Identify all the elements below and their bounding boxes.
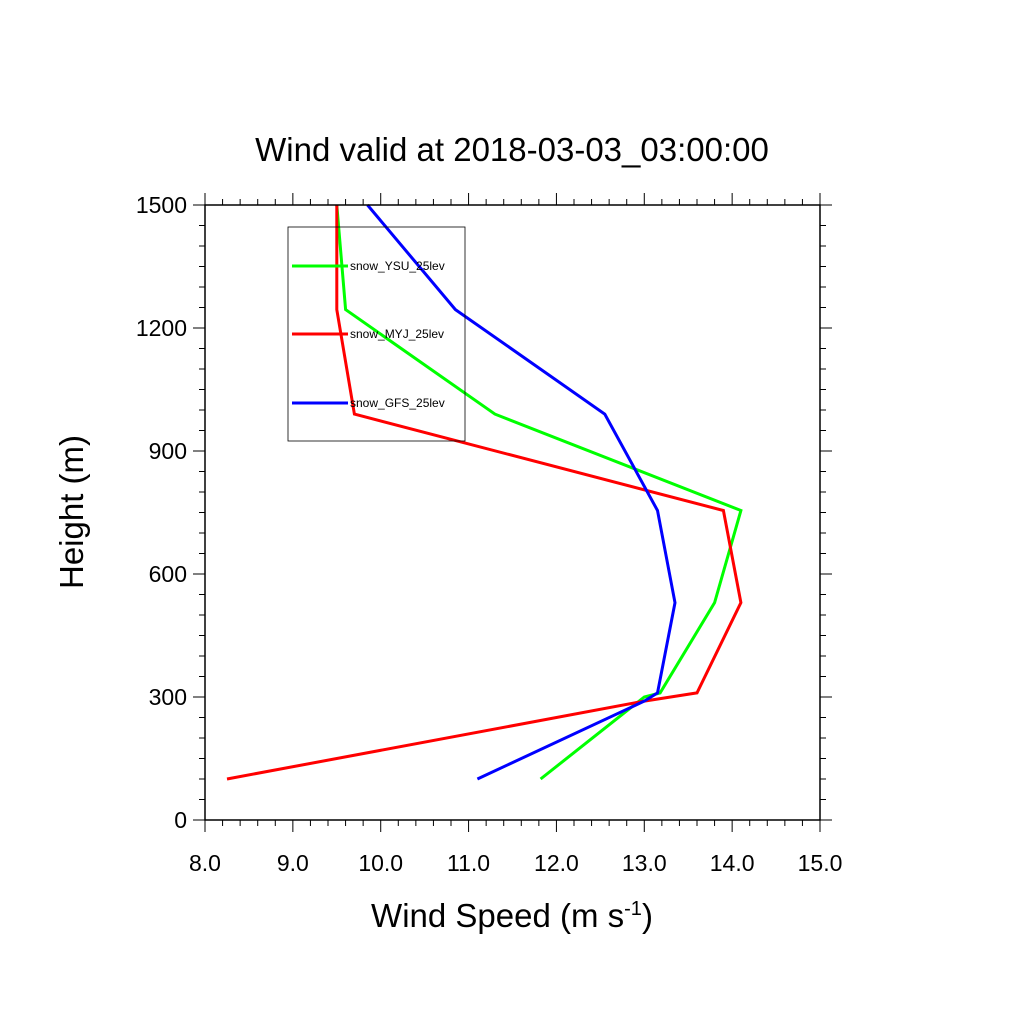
x-tick-label: 10.0 [358, 850, 403, 876]
series-line-snow_MYJ_25lev [226, 205, 743, 781]
legend-label: snow_YSU_25lev [350, 259, 445, 273]
x-axis-label-main: Wind Speed (m s [371, 897, 624, 934]
y-tick-labels: 0 300 600 900 1200 1500 [136, 192, 187, 833]
plot-frame [204, 204, 821, 821]
legend-label: snow_MYJ_25lev [350, 327, 444, 341]
x-tick-labels: 8.0 9.0 10.0 11.0 12.0 13.0 14.0 15.0 [189, 850, 842, 876]
x-tick-label: 13.0 [622, 850, 667, 876]
series-line-snow_GFS_25lev [366, 204, 677, 781]
y-tick-label: 1500 [136, 192, 187, 218]
legend: snow_YSU_25lev snow_MYJ_25lev snow_GFS_25l… [287, 226, 466, 442]
data-lines [226, 204, 743, 781]
x-tick-label: 8.0 [189, 850, 221, 876]
chart-title: Wind valid at 2018-03-03_03:00:00 [255, 131, 769, 168]
x-tick-label: 15.0 [798, 850, 843, 876]
y-tick-label: 900 [149, 438, 187, 464]
series-line-snow_YSU_25lev [335, 204, 743, 781]
x-tick-label: 12.0 [534, 850, 579, 876]
y-tick-label: 1200 [136, 315, 187, 341]
legend-label: snow_GFS_25lev [350, 396, 445, 410]
x-tick-label: 11.0 [447, 850, 490, 876]
x-tick-label: 14.0 [710, 850, 755, 876]
x-axis-label-close: ) [642, 897, 653, 934]
y-tick-label: 0 [174, 807, 187, 833]
x-axis-label: Wind Speed (m s-1) [371, 897, 653, 934]
y-tick-label: 600 [149, 561, 187, 587]
legend-box [287, 226, 466, 442]
x-tick-label: 9.0 [277, 850, 309, 876]
y-axis-label: Height (m) [53, 435, 90, 589]
axis-ticks [193, 193, 832, 832]
y-tick-label: 300 [149, 684, 187, 710]
x-axis-label-superscript: -1 [624, 898, 642, 920]
